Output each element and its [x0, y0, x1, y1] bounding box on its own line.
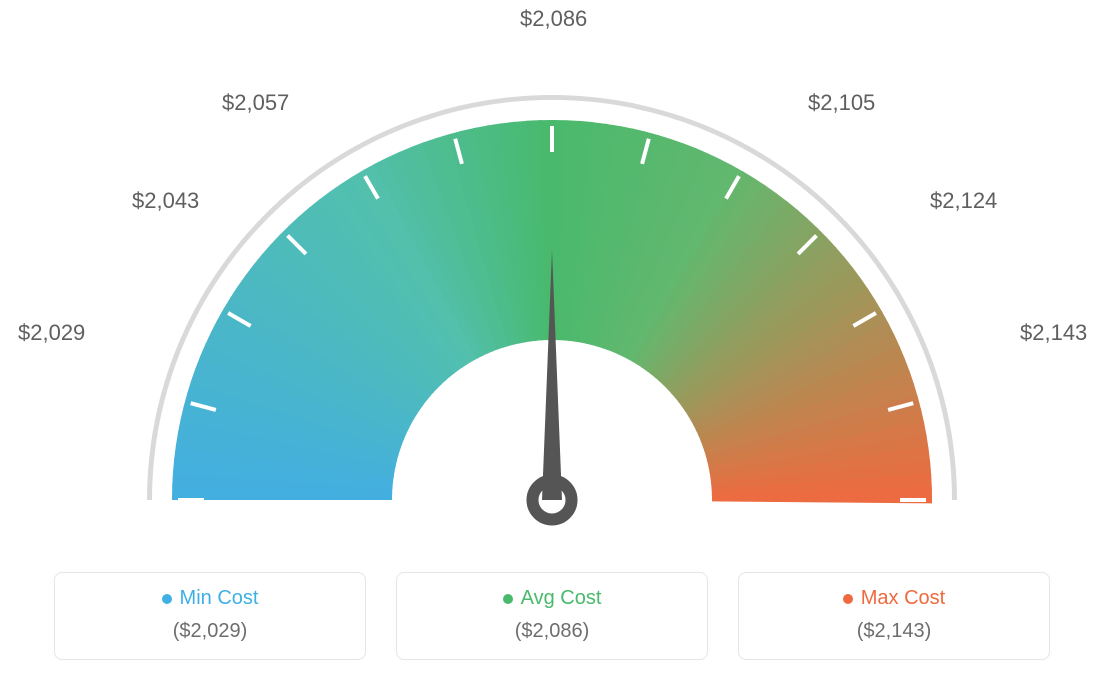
legend-card-min: Min Cost ($2,029): [54, 572, 366, 660]
tick-label: $2,086: [520, 6, 587, 32]
legend-row: Min Cost ($2,029) Avg Cost ($2,086) Max …: [54, 572, 1050, 660]
dot-max-icon: [843, 594, 853, 604]
legend-title-avg: Avg Cost: [503, 587, 602, 610]
legend-label-max: Max Cost: [861, 587, 945, 610]
tick-label: $2,043: [132, 188, 199, 214]
legend-card-max: Max Cost ($2,143): [738, 572, 1050, 660]
legend-title-min: Min Cost: [162, 587, 259, 610]
legend-value-min: ($2,029): [173, 620, 248, 643]
dot-min-icon: [162, 594, 172, 604]
gauge-svg: [0, 0, 1104, 560]
legend-label-avg: Avg Cost: [521, 587, 602, 610]
legend-title-max: Max Cost: [843, 587, 945, 610]
legend-value-max: ($2,143): [857, 620, 932, 643]
tick-label: $2,057: [222, 90, 289, 116]
cost-gauge-infographic: $2,029 $2,043 $2,057 $2,086 $2,105 $2,124 $2,1…: [0, 0, 1104, 690]
gauge-area: $2,029 $2,043 $2,057 $2,086 $2,105 $2,124 $2,1…: [0, 0, 1104, 560]
tick-label: $2,105: [808, 90, 875, 116]
tick-label: $2,124: [930, 188, 997, 214]
legend-card-avg: Avg Cost ($2,086): [396, 572, 708, 660]
dot-avg-icon: [503, 594, 513, 604]
tick-label: $2,143: [1020, 320, 1087, 346]
legend-label-min: Min Cost: [180, 587, 259, 610]
legend-value-avg: ($2,086): [515, 620, 590, 643]
tick-label: $2,029: [18, 320, 85, 346]
